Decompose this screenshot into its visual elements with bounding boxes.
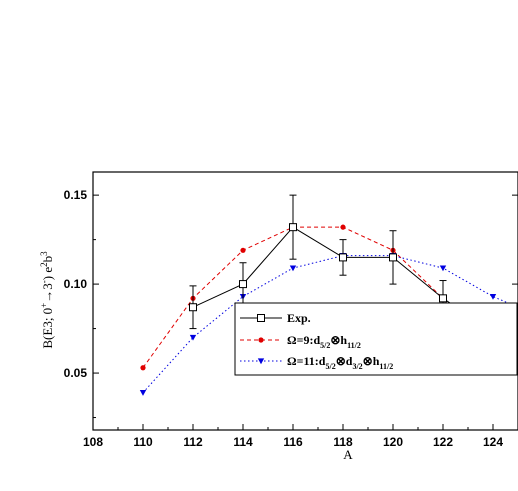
- y-tick-label: 0.15: [64, 188, 88, 202]
- data-point: [339, 253, 347, 262]
- legend-label-exp: Exp.: [287, 311, 311, 325]
- data-point: [239, 280, 247, 289]
- legend-marker: [257, 358, 265, 365]
- x-axis: 108 110 112 114 116 118 120 122 124: [83, 424, 518, 449]
- data-point: [189, 303, 197, 312]
- x-tick-label: 114: [233, 435, 253, 449]
- data-point: [439, 265, 447, 272]
- plot-frame: [92, 171, 518, 431]
- legend-box: [234, 302, 518, 376]
- legend: Exp. Ω=9:d5/2⊗h11/2 Ω=11:d5/2⊗d3/2⊗h11/2: [234, 302, 518, 376]
- legend-label-omega11: Ω=11:d5/2⊗d3/2⊗h11/2: [287, 354, 393, 371]
- legend-marker: [258, 337, 264, 343]
- y-axis: 0.05 0.10 0.15: [64, 188, 518, 419]
- series-line: [142, 226, 494, 369]
- x-tick-label: 110: [133, 435, 153, 449]
- data-point: [140, 365, 146, 371]
- data-point: [389, 253, 397, 262]
- y-tick-label: 0.10: [64, 277, 88, 291]
- data-point: [439, 294, 447, 303]
- x-tick-label: 124: [483, 435, 503, 449]
- data-point: [489, 293, 497, 300]
- legend-label-omega9: Ω=9:d5/2⊗h11/2: [287, 333, 361, 350]
- data-point: [240, 247, 246, 253]
- x-tick-label: 122: [433, 435, 453, 449]
- x-tick-label: 112: [183, 435, 203, 449]
- legend-marker: [257, 314, 265, 322]
- y-axis-label: B(E3; 0+→3-) e2b3: [39, 251, 55, 349]
- x-tick-label: 118: [333, 435, 353, 449]
- y-tick-label: 0.05: [64, 366, 88, 380]
- data-point: [189, 334, 197, 341]
- x-tick-label: 108: [83, 435, 103, 449]
- data-point: [340, 224, 346, 230]
- data-point: [289, 223, 297, 232]
- data-point: [139, 390, 147, 396]
- x-tick-label: 120: [383, 435, 403, 449]
- data-point: [289, 265, 297, 272]
- x-tick-label: 116: [283, 435, 303, 449]
- x-axis-label: A: [343, 447, 353, 462]
